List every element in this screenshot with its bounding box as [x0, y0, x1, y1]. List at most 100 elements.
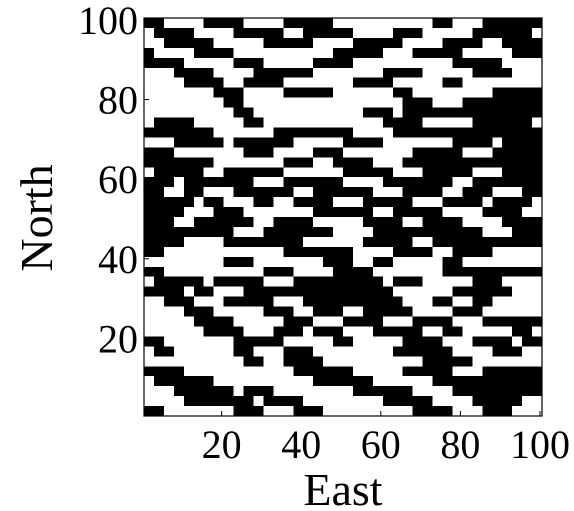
cell: [313, 376, 324, 387]
cell: [432, 336, 443, 347]
cell: [512, 336, 523, 347]
cell: [372, 157, 384, 168]
cell: [193, 197, 205, 208]
cell: [472, 226, 483, 238]
cell: [303, 77, 314, 89]
cell: [362, 167, 374, 178]
cell: [293, 107, 304, 118]
cell: [153, 97, 165, 108]
cell: [432, 197, 443, 208]
cell: [482, 276, 493, 288]
cell: [472, 286, 483, 297]
cell: [442, 286, 453, 297]
cell: [193, 406, 205, 417]
cell: [273, 217, 284, 228]
cell: [293, 67, 304, 79]
cell: [193, 326, 205, 337]
cell: [412, 286, 423, 297]
cell: [462, 276, 473, 288]
cell: [193, 266, 205, 278]
cell: [362, 47, 374, 59]
cell: [203, 217, 215, 228]
cell: [502, 406, 513, 417]
cell: [323, 97, 334, 108]
cell: [452, 147, 463, 158]
cell: [323, 77, 334, 89]
cell: [333, 77, 344, 89]
cell: [482, 236, 493, 248]
cell: [303, 87, 314, 98]
cell: [183, 366, 195, 377]
cell: [422, 107, 433, 118]
cell: [402, 157, 414, 168]
cell: [313, 296, 324, 307]
cell: [213, 406, 224, 417]
cell: [392, 117, 404, 128]
cell: [472, 246, 483, 258]
cell: [382, 67, 394, 79]
cell: [323, 366, 334, 377]
cell: [422, 37, 433, 49]
cell: [522, 47, 533, 59]
cell: [472, 376, 483, 387]
cell: [253, 236, 264, 248]
cell: [263, 276, 274, 288]
cell: [352, 57, 364, 69]
cell: [144, 286, 155, 297]
cell: [193, 386, 205, 397]
cell: [213, 386, 224, 397]
cell: [362, 207, 374, 218]
cell: [183, 396, 195, 407]
cell: [303, 137, 314, 148]
cell: [452, 187, 463, 198]
cell: [402, 37, 414, 49]
cell: [432, 97, 443, 108]
cell: [243, 157, 254, 168]
cell: [482, 117, 493, 128]
cell: [173, 316, 185, 327]
cell: [333, 406, 344, 417]
cell: [452, 266, 463, 278]
cell: [313, 127, 324, 138]
cell: [422, 226, 433, 238]
cell: [303, 366, 314, 377]
cell: [303, 18, 314, 29]
cell: [193, 316, 205, 327]
cell: [233, 396, 244, 407]
cell: [502, 87, 513, 98]
cell: [412, 266, 423, 278]
cell: [333, 256, 344, 268]
cell: [412, 276, 423, 288]
cell: [352, 127, 364, 138]
cell: [382, 246, 394, 258]
cell: [432, 177, 443, 188]
cell: [263, 286, 274, 297]
cell: [303, 376, 314, 387]
cell: [382, 326, 394, 337]
cell: [223, 336, 234, 347]
cell: [482, 207, 493, 218]
cell: [303, 197, 314, 208]
cell: [293, 37, 304, 49]
cell: [422, 97, 433, 108]
cell: [273, 306, 284, 317]
cell: [402, 316, 414, 327]
cell: [163, 137, 175, 148]
cell: [233, 406, 244, 417]
cell: [422, 57, 433, 69]
cell: [472, 207, 483, 218]
cell: [323, 107, 334, 118]
cell: [253, 18, 264, 29]
cell: [333, 137, 344, 148]
cell: [372, 177, 384, 188]
cell: [253, 37, 264, 49]
cell: [422, 157, 433, 168]
cell: [333, 326, 344, 337]
cell: [452, 286, 463, 297]
cell: [243, 117, 254, 128]
cell: [492, 97, 503, 108]
cell: [382, 147, 394, 158]
cell: [502, 57, 513, 69]
cell: [323, 27, 334, 39]
cell: [223, 107, 234, 118]
